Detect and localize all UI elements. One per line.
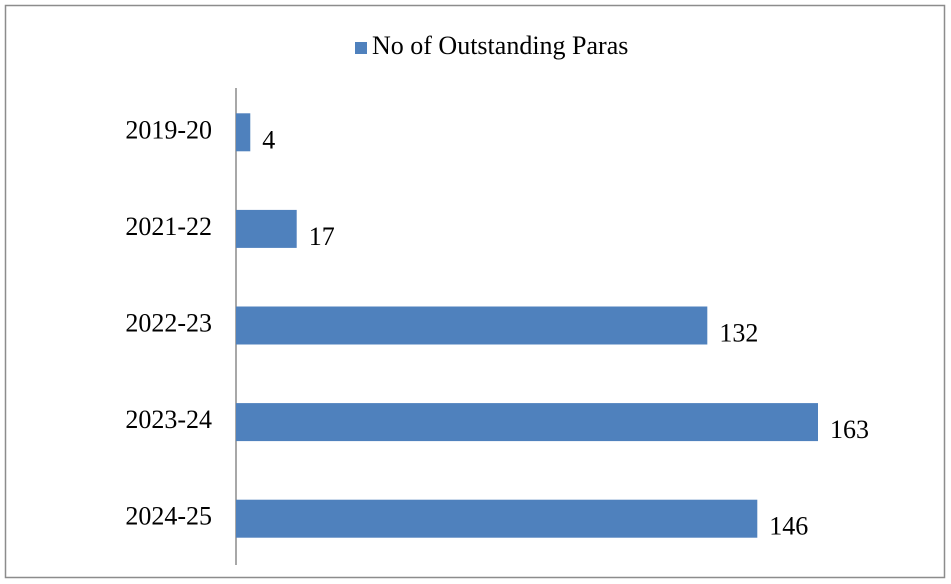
legend-swatch xyxy=(355,42,367,54)
y-tick-label: 2024-25 xyxy=(125,502,212,531)
data-label: 146 xyxy=(769,512,808,541)
bar xyxy=(236,499,758,538)
y-tick-label: 2023-24 xyxy=(125,405,212,434)
y-tick-label: 2022-23 xyxy=(125,308,212,337)
bar xyxy=(236,306,708,345)
data-label: 132 xyxy=(719,318,758,347)
data-label: 4 xyxy=(262,125,275,154)
data-label: 163 xyxy=(830,415,869,444)
bar xyxy=(236,209,297,248)
bar xyxy=(236,113,251,152)
bar xyxy=(236,403,818,442)
y-tick-label: 2019-20 xyxy=(125,115,212,144)
data-label: 17 xyxy=(309,222,335,251)
chart-border xyxy=(4,4,946,579)
legend-label: No of Outstanding Paras xyxy=(372,31,628,60)
y-tick-label: 2021-22 xyxy=(125,212,212,241)
